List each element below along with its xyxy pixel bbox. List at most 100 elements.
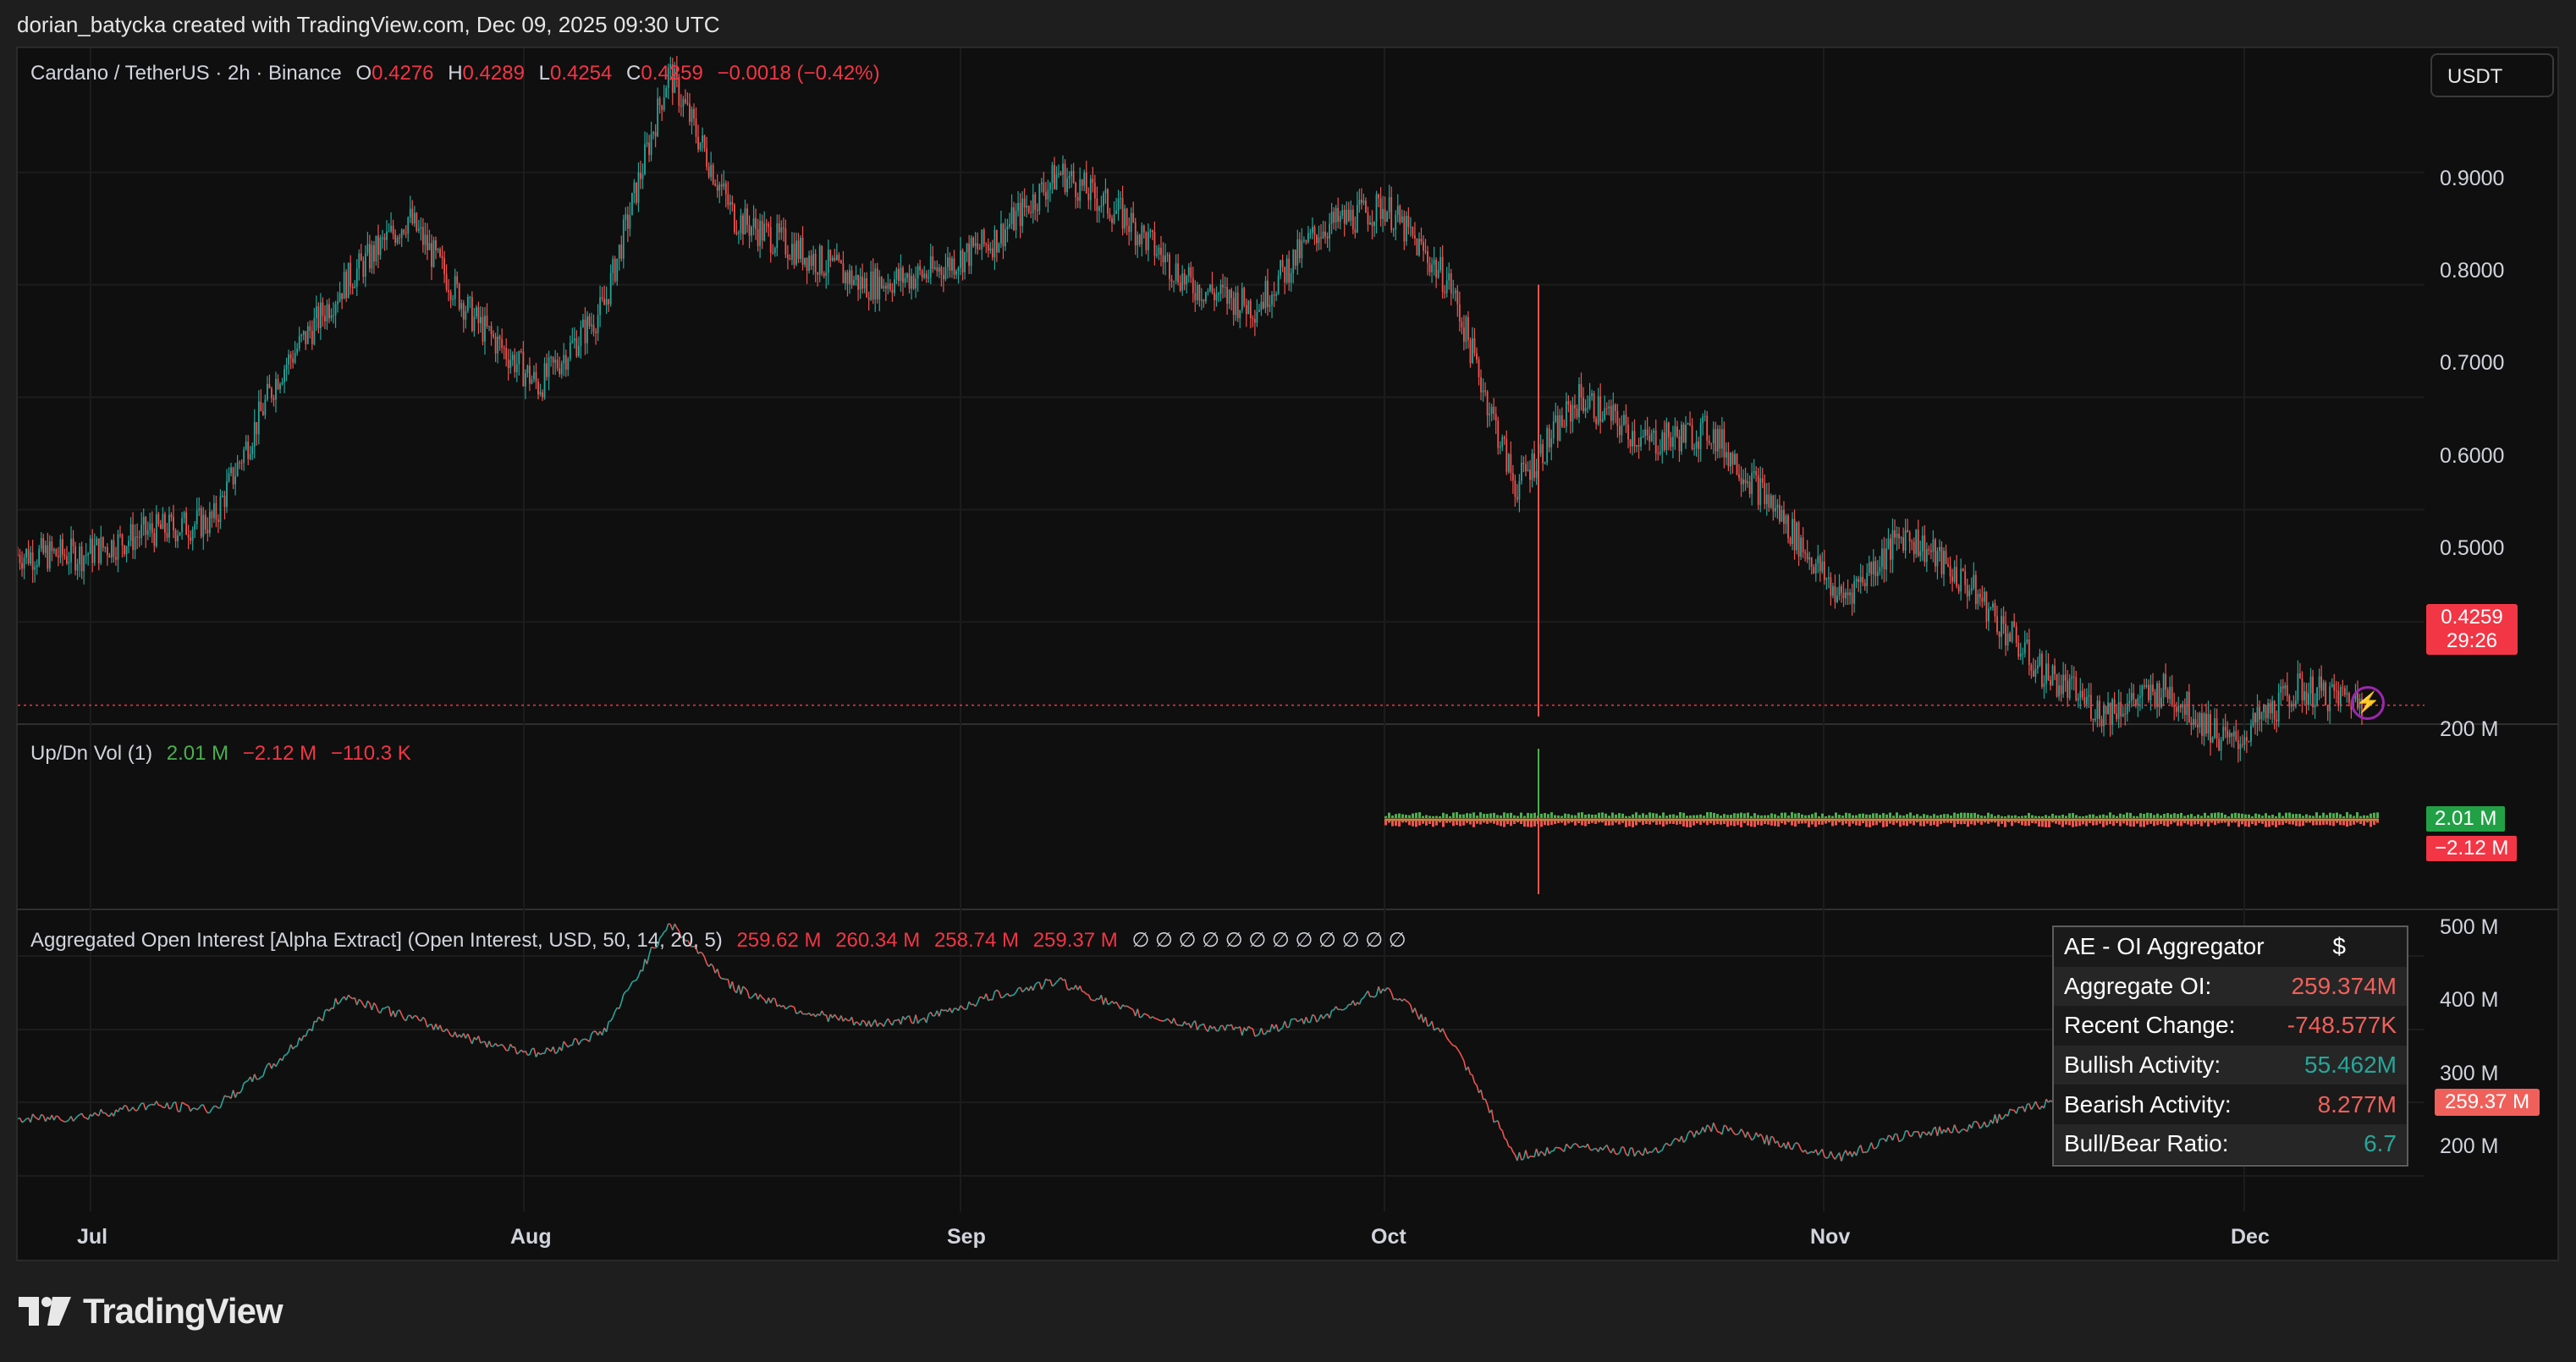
price-candle [1249,300,1252,319]
price-candle [305,331,307,344]
oi-segment [821,1010,825,1016]
oi-segment [1104,997,1109,1005]
price-candle [1870,562,1873,574]
price-candle [1407,216,1410,228]
price-candle [1418,239,1420,255]
volume-up-bar [2305,814,2308,818]
volume-up-bar [1882,813,1885,818]
oi-segment [674,923,678,929]
oi-segment [1388,988,1392,993]
price-candle [2022,653,2024,655]
volume-up: 2.01 M [166,742,229,765]
oi-segment [668,923,671,925]
oi-segment [710,963,714,967]
oi-segment [334,997,339,1005]
price-candle [1853,581,1856,604]
pane-separator-2[interactable] [16,909,2559,910]
price-candle [1966,585,1968,596]
volume-down-bar [2065,821,2067,825]
price-candle [845,272,846,283]
price-candle [364,253,366,277]
price-candle [309,326,311,332]
price-candle [2152,684,2154,692]
volume-up-bar [1540,813,1543,818]
price-candle [350,262,352,287]
volume-down-bar [1913,821,1915,826]
price-candle [2248,740,2250,742]
oi-segment [533,1047,537,1057]
oi-segment [51,1114,55,1121]
price-candle [441,256,443,259]
oi-segment [1540,1151,1544,1154]
price-candle [706,148,708,168]
price-candle [204,514,206,530]
oi-segment [1303,1016,1307,1024]
oi-title[interactable]: Aggregated Open Interest [Alpha Extract]… [30,929,723,952]
oi-segment [856,1021,859,1024]
oi-segment [1247,1025,1252,1029]
volume-up-bar [1865,814,1868,818]
currency-button[interactable]: USDT [2430,53,2554,97]
volume-down-bar [2038,821,2040,827]
oi-segment [136,1106,140,1112]
tradingview-logo[interactable]: TradingView [19,1291,283,1332]
price-candle [1494,414,1497,421]
price-candle [2051,665,2054,686]
price-candle [102,536,104,548]
volume-down-bar [1574,821,1577,826]
price-candle [195,510,198,524]
price-candle [2126,703,2128,715]
volume-down-bar [1689,821,1692,827]
price-candle [942,274,944,279]
volume-up-bar [1889,812,1891,818]
oi-segment [1038,981,1043,990]
lightning-icon[interactable]: ⚡ [2351,686,2385,720]
oi-row-label: Bull/Bear Ratio: [2064,1130,2229,1157]
price-candle [2120,701,2122,717]
oi-segment [1463,1060,1467,1071]
volume-up-bar [1486,814,1489,818]
price-candle [1900,537,1902,539]
price-candle [522,351,525,387]
volume-up-bar [1652,813,1654,818]
oi-segment [281,1055,285,1062]
price-candle [1544,462,1546,464]
symbol-label[interactable]: Cardano / TetherUS · 2h · Binance [30,62,342,85]
volume-up-bar [1510,812,1512,818]
price-candle [368,244,371,269]
price-candle [257,401,260,435]
price-candle [1706,415,1709,441]
table-row: Bullish Activity: 55.462M [2054,1045,2407,1085]
volume-up-bar [1689,815,1692,818]
volume-up-bar [2166,813,2169,818]
price-candle [1384,209,1386,222]
oi-segment [1295,1018,1298,1023]
price-candle [1559,415,1561,441]
price-candle [1759,478,1762,505]
price-candle [2054,665,2056,674]
price-candle [925,273,927,278]
price-candle [746,208,748,225]
volume-down-bar [1645,821,1648,824]
oi-segment [1034,981,1038,986]
volume-up-bar [1757,815,1759,818]
price-candle [542,392,543,398]
price-candle [377,235,379,255]
oi-segment [66,1118,69,1123]
price-candle [243,449,245,464]
chart-plot[interactable] [18,48,2425,1260]
price-candle [1593,393,1595,419]
tradingview-logo-icon [19,1297,71,1326]
price-candle [1548,428,1550,448]
high-label: H [448,62,463,85]
volume-down-bar [2082,821,2084,825]
volume-down-bar [2095,821,2098,826]
price-candle [1736,453,1738,475]
volume-down-bar [1615,821,1617,823]
pane-separator-1[interactable] [16,723,2559,725]
volume-up-bar [1649,812,1651,818]
volume-up-bar [2248,814,2250,818]
volume-title[interactable]: Up/Dn Vol (1) [30,742,153,765]
price-candle [1970,588,1973,591]
oi-segment [1896,1134,1900,1142]
